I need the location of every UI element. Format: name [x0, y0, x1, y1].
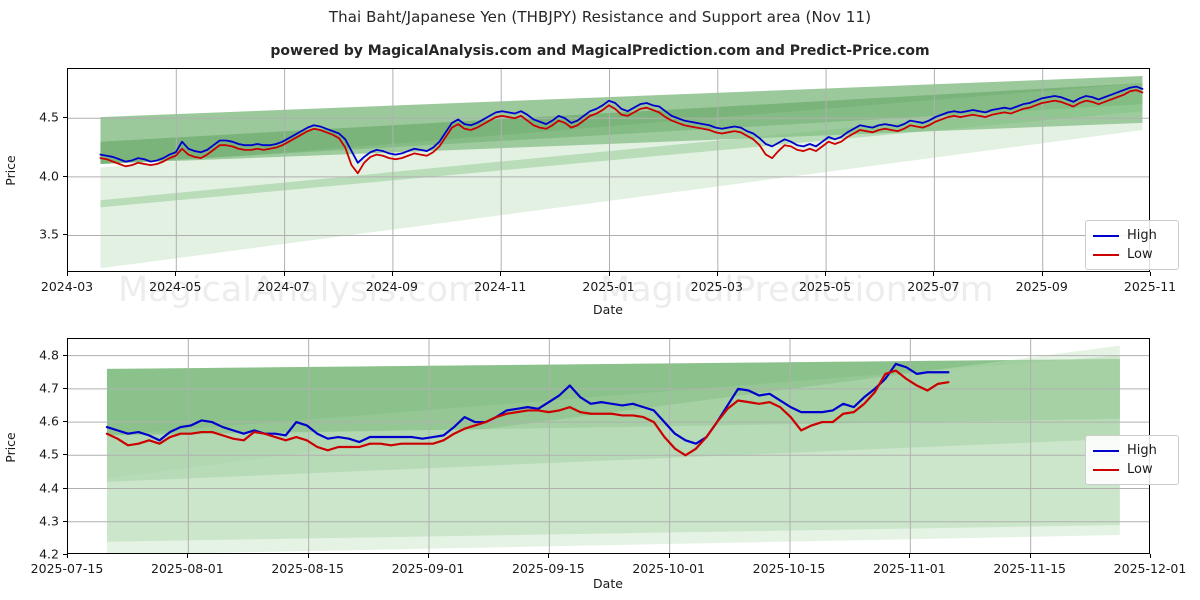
y-axis-tick-label: 4.6 [39, 413, 59, 429]
y-axis-tick-label: 4.2 [39, 546, 59, 562]
x-axis-tick [1150, 272, 1151, 276]
overview-chart-panel: 3.5 4.0 4.5 2024-03 2024-05 2024-07 2024-09 202… [2, 68, 1179, 317]
x-axis-tick [67, 554, 68, 558]
legend-item[interactable]: High [1093, 226, 1170, 245]
legend-label: High [1127, 228, 1157, 243]
x-axis-tick-label: 2024-07 [257, 279, 310, 294]
x-axis-tick-label: 2025-09 [1015, 279, 1068, 294]
y-axis-tick [63, 554, 67, 555]
x-axis-tick [428, 554, 429, 558]
x-axis-tick [500, 272, 502, 276]
x-axis-tick-label: 2025-11-01 [873, 561, 946, 576]
y-axis-tick [63, 234, 67, 236]
x-axis-tick-label: 2025-01 [582, 279, 635, 294]
y-axis-tick-label: 4.0 [39, 168, 59, 184]
zoom-plot-area[interactable] [67, 338, 1150, 554]
zoom-xaxis-title: Date [593, 576, 623, 591]
x-axis-tick-label: 2025-05 [798, 279, 852, 294]
legend-label: Low [1127, 462, 1153, 477]
y-axis-tick-label: 4.5 [39, 446, 59, 462]
overview-legend[interactable]: High Low [1085, 220, 1179, 270]
y-axis-tick-label: 4.5 [39, 109, 59, 125]
page-subtitle: powered by MagicalAnalysis.com and Magic… [270, 43, 930, 59]
x-axis-tick-label: 2025-11-15 [993, 561, 1066, 576]
overview-plot-area[interactable] [67, 68, 1150, 272]
legend-line-icon [1093, 253, 1119, 256]
overview-yaxis-title: Price [2, 155, 18, 186]
y-axis-tick [63, 117, 67, 119]
x-axis-tick-label: 2025-12-01 [1113, 561, 1187, 576]
legend-item[interactable]: Low [1093, 460, 1170, 479]
x-axis-tick-label: 2025-07 [907, 279, 960, 294]
legend-item[interactable]: Low [1093, 245, 1170, 264]
x-axis-tick-label: 2024-09 [365, 279, 419, 294]
y-axis-tick-label: 4.8 [39, 347, 59, 363]
x-axis-tick-label: 2024-03 [40, 279, 94, 294]
x-axis-tick [933, 272, 935, 276]
y-axis-tick-label: 4.3 [39, 513, 59, 529]
legend-line-icon [1093, 468, 1119, 471]
zoom-chart-panel: 4.2 4.3 4.4 4.5 4.6 4.7 4.8 2025-07-15 2025-08-0… [0, 320, 1200, 600]
x-axis-tick [175, 272, 177, 276]
x-axis-tick [716, 272, 718, 276]
page-title: Thai Baht/Japanese Yen (THBJPY) Resistan… [328, 8, 872, 26]
x-axis-tick-label: 2024-05 [149, 279, 202, 294]
x-axis-tick [187, 554, 189, 558]
x-axis-tick [789, 554, 790, 558]
y-axis-tick [63, 175, 67, 177]
y-axis-tick [63, 354, 67, 356]
legend-label: Low [1127, 247, 1153, 262]
x-axis-tick [825, 272, 827, 276]
x-axis-tick [608, 272, 610, 276]
y-axis-tick [63, 454, 67, 456]
legend-label: High [1127, 443, 1157, 458]
x-axis-tick-label: 2025-08-15 [271, 561, 344, 576]
x-axis-tick-label: 2025-07-15 [30, 561, 104, 576]
y-axis-tick [63, 487, 67, 489]
y-axis-tick [63, 520, 67, 522]
zoom-legend[interactable]: High Low [1085, 435, 1179, 485]
y-axis-tick [63, 421, 67, 423]
zoom-yaxis-title: Price [2, 432, 18, 463]
x-axis-tick [1150, 554, 1151, 558]
legend-line-icon [1093, 449, 1119, 452]
x-axis-tick [668, 554, 670, 558]
x-axis-tick [67, 272, 68, 276]
x-axis-tick [283, 272, 285, 276]
overview-xaxis-title: Date [593, 302, 623, 317]
legend-line-icon [1093, 234, 1119, 237]
x-axis-tick [1029, 554, 1031, 558]
x-axis-tick-label: 2025-10-01 [632, 561, 705, 576]
x-axis-tick-label: 2025-11 [1123, 279, 1177, 294]
y-axis-tick-label: 4.4 [39, 480, 59, 496]
x-axis-tick-label: 2025-09-01 [391, 561, 465, 576]
x-axis-tick-label: 2025-03 [690, 279, 743, 294]
x-axis-tick [391, 272, 393, 276]
x-axis-tick-label: 2025-10-15 [752, 561, 826, 576]
x-axis-tick [909, 554, 911, 558]
x-axis-tick-label: 2024-11 [474, 279, 527, 294]
x-axis-tick [1041, 272, 1043, 276]
legend-item[interactable]: High [1093, 441, 1170, 460]
x-axis-tick [548, 554, 550, 558]
y-axis-tick [63, 387, 67, 389]
y-axis-tick-label: 3.5 [39, 226, 59, 242]
x-axis-tick [307, 554, 309, 558]
x-axis-tick-label: 2025-09-15 [512, 561, 585, 576]
x-axis-tick-label: 2025-08-01 [151, 561, 224, 576]
y-axis-tick-label: 4.7 [39, 380, 59, 396]
